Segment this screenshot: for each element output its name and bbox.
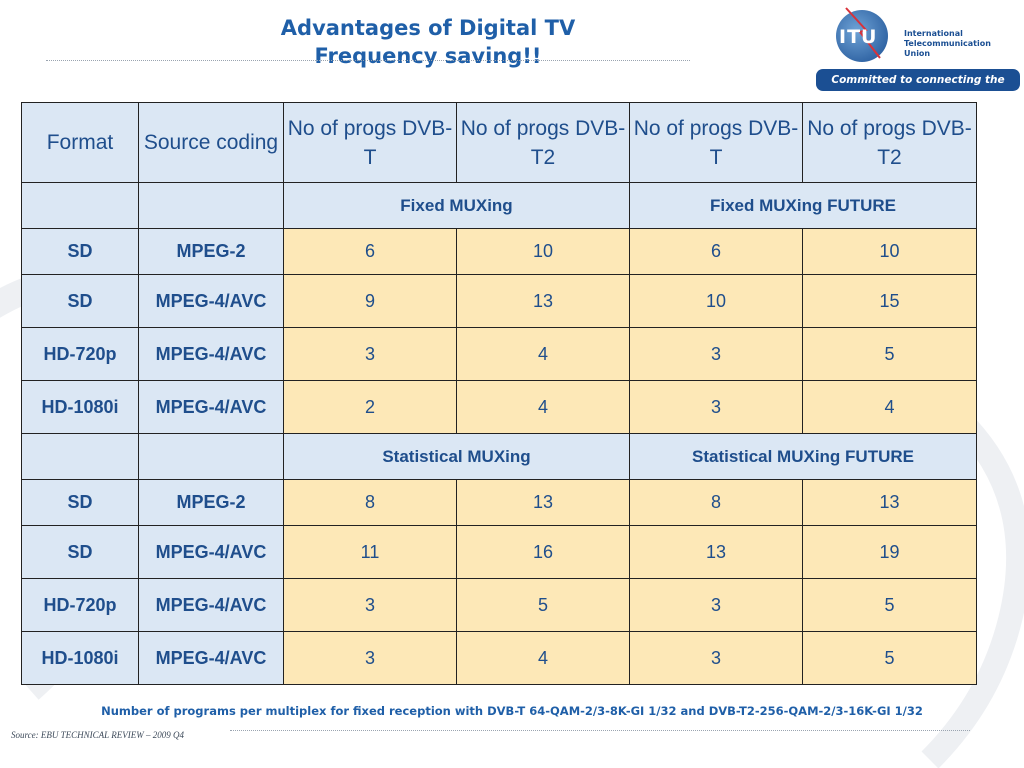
title-line-2: Frequency saving!! xyxy=(314,44,542,68)
value-cell: 3 xyxy=(629,578,803,632)
group-label: Statistical MUXing FUTURE xyxy=(629,433,977,480)
value-cell: 5 xyxy=(802,327,977,381)
value-cell: 11 xyxy=(283,525,457,579)
itu-name: International Telecommunication Union xyxy=(904,29,991,59)
format-cell: SD xyxy=(21,479,139,526)
itu-tagline: Committed to connecting the world xyxy=(816,69,1020,108)
programs-table: Format Source coding No of progs DVB-T N… xyxy=(21,102,977,685)
value-cell: 5 xyxy=(456,578,630,632)
itu-name-line-3: Union xyxy=(904,49,931,58)
value-cell: 3 xyxy=(629,327,803,381)
value-cell: 15 xyxy=(802,274,977,328)
value-cell: 6 xyxy=(629,228,803,275)
format-cell: HD-1080i xyxy=(21,380,139,434)
value-cell: 10 xyxy=(456,228,630,275)
coding-cell: MPEG-4/AVC xyxy=(138,380,284,434)
value-cell: 3 xyxy=(629,380,803,434)
itu-name-line-2: Telecommunication xyxy=(904,39,991,48)
coding-cell: MPEG-4/AVC xyxy=(138,525,284,579)
value-cell: 9 xyxy=(283,274,457,328)
header-dvbt2: No of progs DVB-T2 xyxy=(456,102,630,183)
value-cell: 13 xyxy=(629,525,803,579)
itu-name-line-1: International xyxy=(904,29,963,38)
value-cell: 5 xyxy=(802,631,977,685)
table-row: HD-1080i MPEG-4/AVC 2 4 3 4 xyxy=(21,380,977,434)
coding-cell: MPEG-2 xyxy=(138,228,284,275)
group-row-fixed: Fixed MUXing Fixed MUXing FUTURE xyxy=(21,182,977,229)
value-cell: 19 xyxy=(802,525,977,579)
format-cell: SD xyxy=(21,228,139,275)
value-cell: 13 xyxy=(456,479,630,526)
source-note: Source: EBU TECHNICAL REVIEW – 2009 Q4 xyxy=(11,730,184,740)
table-row: HD-720p MPEG-4/AVC 3 5 3 5 xyxy=(21,578,977,632)
format-cell: SD xyxy=(21,274,139,328)
value-cell: 3 xyxy=(283,578,457,632)
coding-cell: MPEG-4/AVC xyxy=(138,631,284,685)
value-cell: 13 xyxy=(456,274,630,328)
value-cell: 4 xyxy=(456,327,630,381)
blank-cell xyxy=(21,182,139,229)
lightning-bolt-icon xyxy=(845,7,881,59)
group-row-statistical: Statistical MUXing Statistical MUXing FU… xyxy=(21,433,977,480)
value-cell: 2 xyxy=(283,380,457,434)
itu-mark: ITU xyxy=(839,26,878,48)
value-cell: 8 xyxy=(629,479,803,526)
table-row: SD MPEG-2 8 13 8 13 xyxy=(21,479,977,526)
table-row: HD-720p MPEG-4/AVC 3 4 3 5 xyxy=(21,327,977,381)
blank-cell xyxy=(138,182,284,229)
value-cell: 8 xyxy=(283,479,457,526)
title-line-1: Advantages of Digital TV xyxy=(280,16,576,40)
table-caption: Number of programs per multiplex for fix… xyxy=(101,704,923,718)
header-dvbt: No of progs DVB-T xyxy=(283,102,457,183)
value-cell: 4 xyxy=(802,380,977,434)
blank-cell xyxy=(21,433,139,480)
table-header-row: Format Source coding No of progs DVB-T N… xyxy=(21,102,977,183)
format-cell: SD xyxy=(21,525,139,579)
table-row: SD MPEG-4/AVC 11 16 13 19 xyxy=(21,525,977,579)
coding-cell: MPEG-4/AVC xyxy=(138,578,284,632)
table-row: SD MPEG-4/AVC 9 13 10 15 xyxy=(21,274,977,328)
value-cell: 10 xyxy=(802,228,977,275)
format-cell: HD-1080i xyxy=(21,631,139,685)
blank-cell xyxy=(138,433,284,480)
table-row: SD MPEG-2 6 10 6 10 xyxy=(21,228,977,275)
header-dvbt-future: No of progs DVB-T xyxy=(629,102,803,183)
group-label: Fixed MUXing FUTURE xyxy=(629,182,977,229)
value-cell: 16 xyxy=(456,525,630,579)
value-cell: 3 xyxy=(283,631,457,685)
format-cell: HD-720p xyxy=(21,327,139,381)
title-divider xyxy=(46,60,690,61)
format-cell: HD-720p xyxy=(21,578,139,632)
value-cell: 10 xyxy=(629,274,803,328)
group-label: Statistical MUXing xyxy=(283,433,630,480)
value-cell: 6 xyxy=(283,228,457,275)
slide-title: Advantages of Digital TV Frequency savin… xyxy=(40,14,816,70)
itu-logo: ITU International Telecommunication Unio… xyxy=(812,2,1022,108)
value-cell: 3 xyxy=(629,631,803,685)
header-format: Format xyxy=(21,102,139,183)
value-cell: 4 xyxy=(456,380,630,434)
header-source-coding: Source coding xyxy=(138,102,284,183)
value-cell: 5 xyxy=(802,578,977,632)
coding-cell: MPEG-2 xyxy=(138,479,284,526)
coding-cell: MPEG-4/AVC xyxy=(138,327,284,381)
table-row: HD-1080i MPEG-4/AVC 3 4 3 5 xyxy=(21,631,977,685)
coding-cell: MPEG-4/AVC xyxy=(138,274,284,328)
value-cell: 4 xyxy=(456,631,630,685)
footer-divider xyxy=(230,730,970,731)
value-cell: 13 xyxy=(802,479,977,526)
group-label: Fixed MUXing xyxy=(283,182,630,229)
value-cell: 3 xyxy=(283,327,457,381)
header-dvbt2-future: No of progs DVB-T2 xyxy=(802,102,977,183)
